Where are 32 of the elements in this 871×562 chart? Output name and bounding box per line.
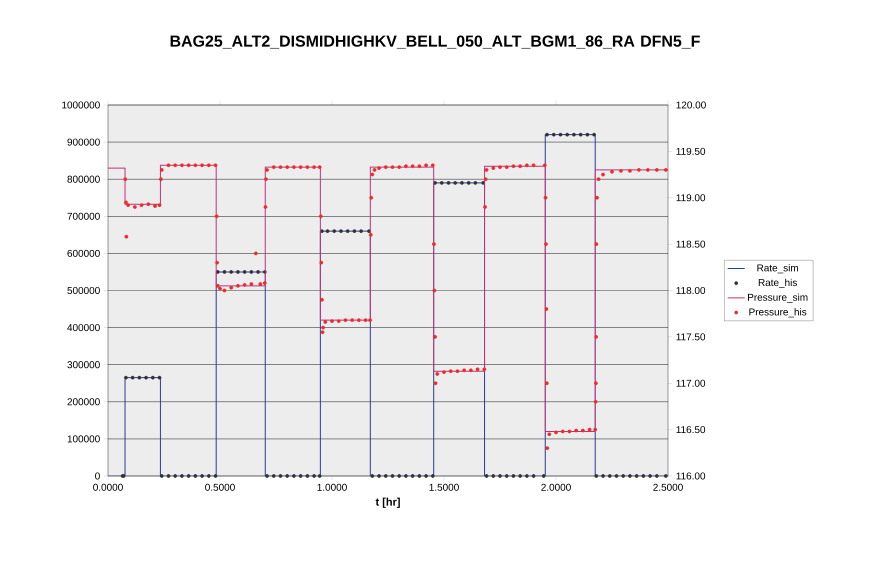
x-tick-label: 0.0000 [93, 484, 123, 491]
y2-tick-label: 116.00 [676, 472, 706, 480]
y2-tick-label: 118.50 [676, 240, 706, 248]
y-tick-label: 300000 [67, 361, 100, 368]
y-tick-label: 200000 [67, 398, 100, 406]
x-tick-label: 2.0000 [541, 484, 571, 491]
legend-label: Rate_his [758, 278, 797, 288]
y-tick-label: 400000 [67, 324, 100, 332]
y2-tick-label: 119.50 [676, 148, 706, 155]
x-tick-label: 2.5000 [653, 484, 683, 491]
y2-tick-label: 117.50 [676, 333, 706, 340]
y2-tick-label: 118.00 [676, 286, 706, 294]
y2-tick-label: 116.50 [676, 426, 706, 434]
y2-tick-label: 117.00 [676, 380, 706, 387]
y-tick-label: 900000 [67, 138, 100, 146]
legend-label: Rate_sim [757, 264, 798, 274]
y-tick-label: 700000 [68, 212, 100, 220]
y-tick-label: 100000 [68, 435, 100, 442]
legend-label: Pressure_his [749, 308, 806, 318]
x-tick-label: 0.5000 [205, 484, 235, 491]
x-axis-title: t [hr] [376, 498, 400, 508]
legend-label: Pressure_sim [748, 293, 808, 303]
y-tick-label: 0 [95, 472, 100, 480]
y-tick-label: 1000000 [62, 101, 100, 109]
y2-tick-label: 120.00 [676, 101, 706, 109]
y2-tick-label: 119.00 [676, 194, 706, 202]
x-tick-label: 1.5000 [430, 484, 459, 491]
chart-title: BAG25_ALT2_DISMIDHIGHKV_BELL_050_ALT_BGM1_86_RA DFN5_F [170, 35, 700, 49]
y-tick-label: 800000 [67, 176, 100, 183]
y-tick-label: 600000 [67, 250, 100, 257]
x-tick-label: 1.0000 [318, 484, 347, 491]
y-tick-label: 500000 [67, 286, 100, 294]
